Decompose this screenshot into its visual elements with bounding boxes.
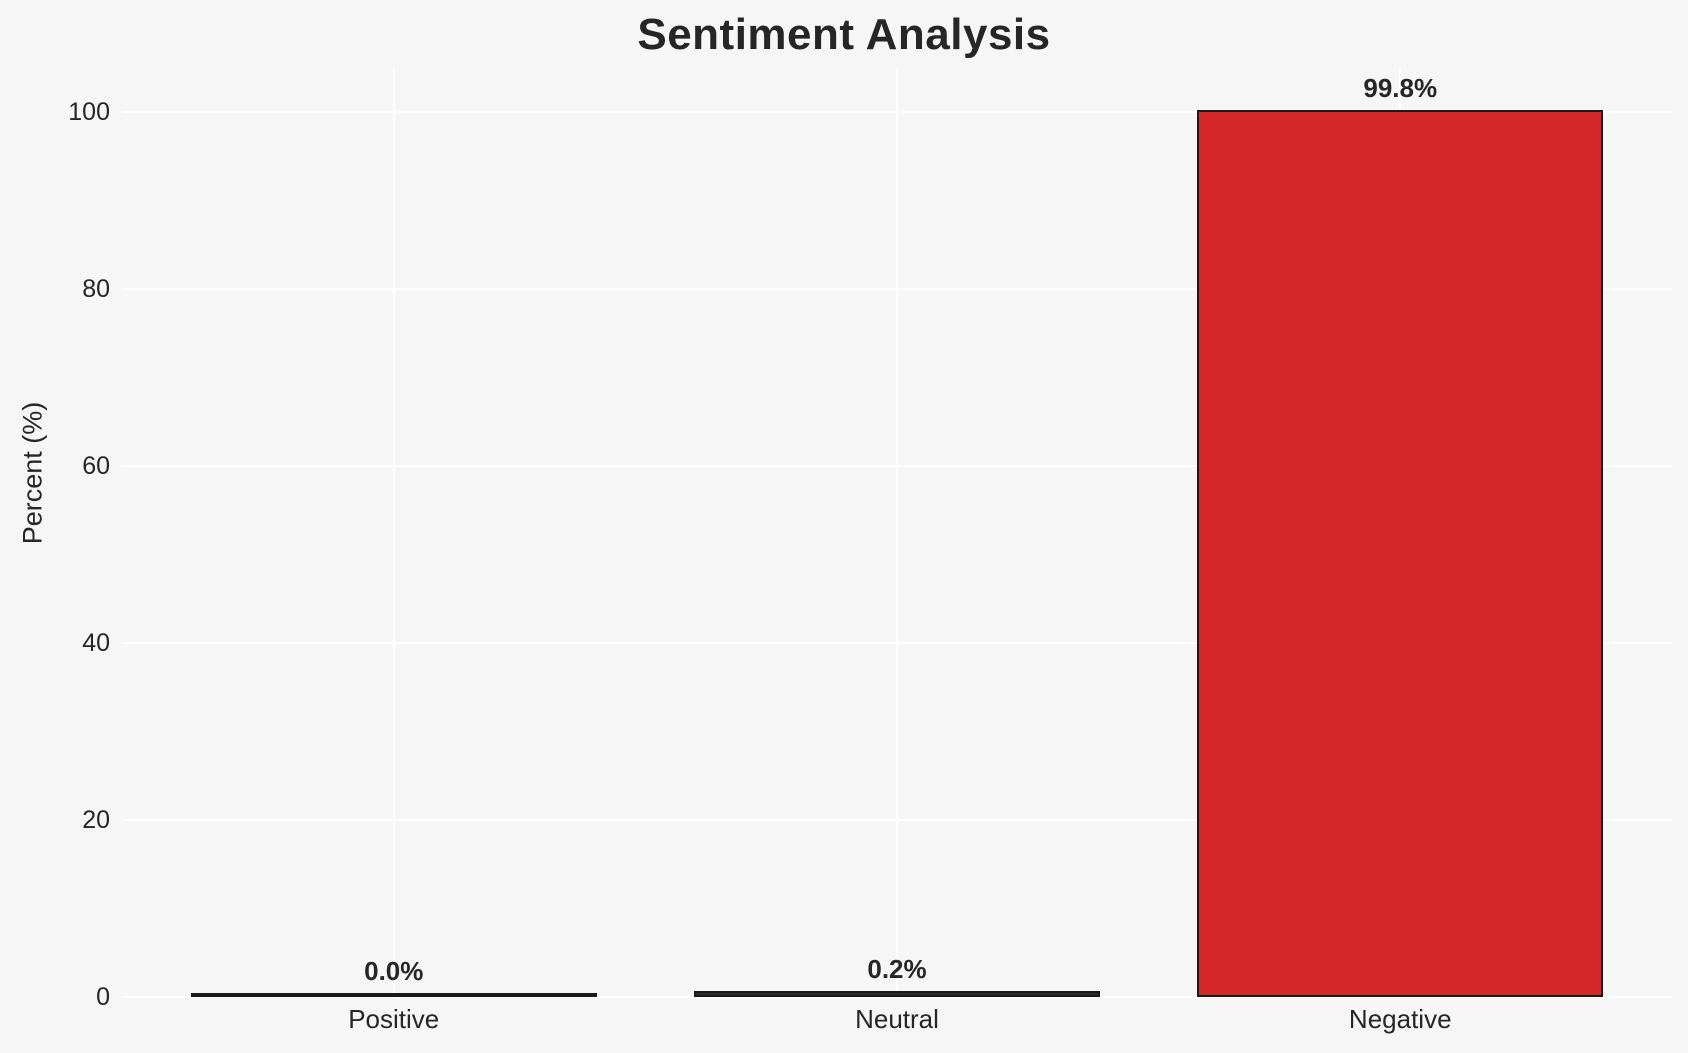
chart-title: Sentiment Analysis bbox=[637, 10, 1051, 59]
bar-neutral bbox=[694, 991, 1100, 997]
y-tick-label-40: 40 bbox=[82, 629, 110, 657]
x-tick-label-positive: Positive bbox=[348, 1004, 440, 1034]
bar-positive bbox=[190, 993, 597, 997]
bar-value-label-neutral: 0.2% bbox=[867, 954, 927, 985]
x-tick-label-negative: Negative bbox=[1348, 1004, 1452, 1034]
y-tick-label-60: 60 bbox=[82, 452, 110, 480]
y-tick-label-100: 100 bbox=[68, 98, 110, 126]
v-gridline-neutral bbox=[896, 68, 898, 997]
y-tick-label-0: 0 bbox=[96, 983, 110, 1011]
bar-value-label-negative: 99.8% bbox=[1363, 72, 1438, 103]
x-tick-label-neutral: Neutral bbox=[855, 1004, 939, 1034]
v-gridline-positive bbox=[392, 68, 395, 997]
bar-negative bbox=[1197, 109, 1604, 997]
y-tick-label-80: 80 bbox=[82, 275, 110, 303]
bar-value-label-positive: 0.0% bbox=[364, 956, 424, 986]
y-tick-label-20: 20 bbox=[82, 806, 110, 834]
h-gridline-0 bbox=[122, 996, 1672, 998]
